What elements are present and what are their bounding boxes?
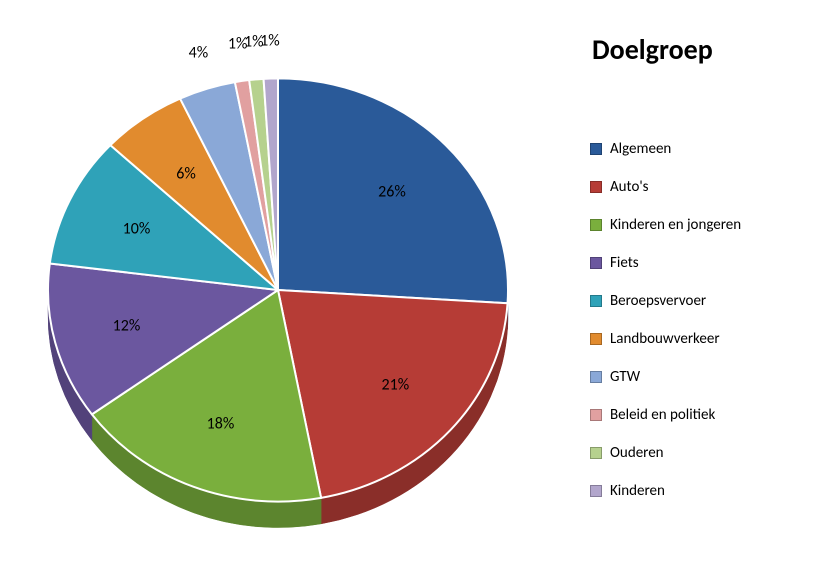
legend-label-8: Ouderen	[610, 444, 664, 462]
legend-item-0: Algemeen	[590, 130, 741, 168]
legend-swatch-8	[590, 447, 602, 459]
legend-item-9: Kinderen	[590, 472, 741, 510]
data-label-2: 18%	[207, 414, 235, 433]
data-label-3: 12%	[113, 316, 141, 335]
legend-label-7: Beleid en politiek	[610, 406, 715, 424]
pie-top	[48, 78, 508, 501]
legend-item-5: Landbouwverkeer	[590, 320, 741, 358]
legend-label-0: Algemeen	[610, 140, 671, 158]
legend-item-2: Kinderen en jongeren	[590, 206, 741, 244]
legend-swatch-4	[590, 295, 602, 307]
legend-swatch-9	[590, 485, 602, 497]
legend-label-4: Beroepsvervoer	[610, 292, 706, 310]
legend-swatch-1	[590, 181, 602, 193]
legend-item-7: Beleid en politiek	[590, 396, 741, 434]
data-label-4: 10%	[123, 219, 151, 238]
legend-item-4: Beroepsvervoer	[590, 282, 741, 320]
legend-label-1: Auto's	[610, 178, 649, 196]
legend-swatch-7	[590, 409, 602, 421]
legend-label-3: Fiets	[610, 254, 639, 272]
chart-title: Doelgroep	[592, 32, 713, 67]
legend-label-5: Landbouwverkeer	[610, 330, 720, 348]
legend-swatch-2	[590, 219, 602, 231]
legend-item-8: Ouderen	[590, 434, 741, 472]
legend-label-9: Kinderen	[610, 482, 665, 500]
legend-item-1: Auto's	[590, 168, 741, 206]
legend-item-6: GTW	[590, 358, 741, 396]
legend-swatch-5	[590, 333, 602, 345]
data-label-5: 6%	[176, 164, 196, 183]
legend: Algemeen Auto's Kinderen en jongeren Fiets B…	[590, 130, 741, 510]
legend-item-3: Fiets	[590, 244, 741, 282]
legend-swatch-3	[590, 257, 602, 269]
legend-swatch-6	[590, 371, 602, 383]
data-label-6: 4%	[189, 43, 209, 62]
data-label-1: 21%	[381, 376, 409, 395]
data-label-0: 26%	[378, 182, 406, 201]
data-label-9: 1%	[260, 32, 280, 51]
legend-label-2: Kinderen en jongeren	[610, 216, 741, 234]
legend-label-6: GTW	[610, 368, 640, 386]
legend-swatch-0	[590, 143, 602, 155]
